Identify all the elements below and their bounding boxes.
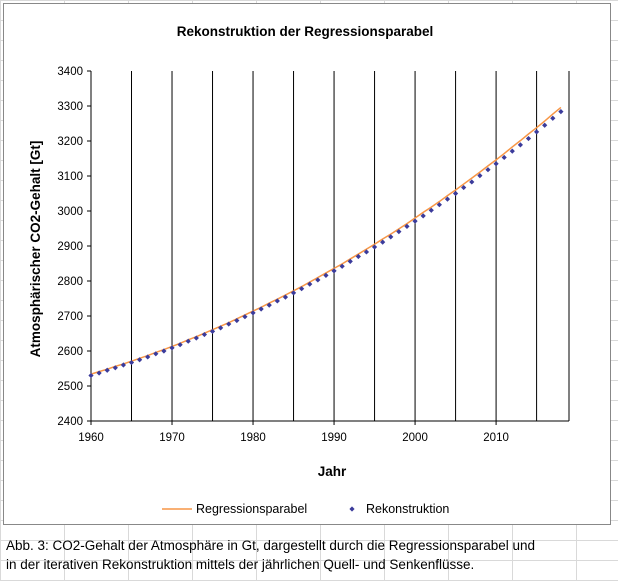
data-point-rekonstruktion: [485, 167, 491, 173]
caption-line-1: Abb. 3: CO2-Gehalt der Atmosphäre in Gt,…: [6, 538, 536, 553]
y-tick-label: 2500: [57, 381, 83, 393]
data-point-rekonstruktion: [290, 290, 297, 296]
data-point-rekonstruktion: [469, 179, 475, 185]
data-point-rekonstruktion: [169, 345, 175, 351]
caption-line-2: in der iterativen Rekonstruktion mittels…: [6, 557, 475, 572]
chart-title: Rekonstruktion der Regressionsparabel: [177, 24, 434, 39]
data-point-rekonstruktion: [517, 142, 523, 148]
data-point-rekonstruktion: [542, 122, 548, 128]
data-point-rekonstruktion: [266, 302, 272, 308]
data-point-rekonstruktion: [137, 357, 143, 363]
data-point-rekonstruktion: [396, 229, 402, 235]
data-point-rekonstruktion: [307, 281, 313, 287]
data-point-rekonstruktion: [282, 294, 289, 300]
data-point-rekonstruktion: [161, 348, 167, 354]
data-point-rekonstruktion: [250, 310, 256, 316]
data-point-rekonstruktion: [461, 184, 467, 191]
data-point-rekonstruktion: [88, 372, 94, 379]
x-tick-label: 1980: [240, 432, 266, 444]
data-point-rekonstruktion: [299, 286, 305, 292]
data-point-rekonstruktion: [371, 244, 378, 250]
x-tick-label: 2010: [483, 432, 509, 444]
data-point-rekonstruktion: [404, 223, 410, 229]
y-tick-label: 3300: [57, 101, 83, 113]
data-point-rekonstruktion: [331, 268, 337, 274]
data-point-rekonstruktion: [120, 362, 127, 368]
legend-label-regressionsparabel: Regressionsparabel: [196, 502, 307, 516]
data-point-rekonstruktion: [436, 202, 442, 208]
data-point-rekonstruktion: [258, 306, 264, 312]
data-point-rekonstruktion: [444, 196, 451, 202]
data-point-rekonstruktion: [209, 328, 216, 334]
data-series: [88, 106, 564, 379]
data-point-rekonstruktion: [412, 218, 418, 224]
data-point-rekonstruktion: [363, 249, 370, 255]
y-tick-label: 3200: [57, 136, 83, 148]
chart-svg: 2400 2500 2600 2700 2800 2900 3000 3100 3200 3300…: [28, 24, 570, 516]
x-tick-label: 1960: [78, 432, 104, 444]
x-tick-label: 1970: [159, 432, 185, 444]
data-point-rekonstruktion: [145, 354, 151, 360]
chart-area[interactable]: 2400 2500 2600 2700 2800 2900 3000 3100 3200 3300…: [3, 3, 611, 525]
data-point-rekonstruktion: [452, 190, 459, 197]
data-point-rekonstruktion: [477, 173, 483, 179]
data-point-rekonstruktion: [550, 115, 556, 121]
axes: 2400 2500 2600 2700 2800 2900 3000 3100 3200 3300…: [57, 66, 569, 444]
x-tick-label: 1990: [321, 432, 347, 444]
y-axis-label: Atmosphärischer CO2-Gehalt [Gt]: [28, 141, 43, 358]
data-point-rekonstruktion: [558, 109, 564, 115]
data-point-rekonstruktion: [218, 325, 224, 331]
data-point-rekonstruktion: [177, 342, 183, 348]
x-tick-label: 2000: [402, 432, 428, 444]
data-point-rekonstruktion: [323, 272, 329, 278]
data-point-rekonstruktion: [128, 359, 135, 366]
data-point-rekonstruktion: [185, 338, 191, 344]
data-point-rekonstruktion: [388, 234, 394, 240]
data-point-rekonstruktion: [201, 331, 208, 338]
grid-lines: [90, 71, 570, 421]
y-tick-label: 3000: [57, 206, 83, 218]
data-point-rekonstruktion: [193, 335, 199, 341]
data-point-rekonstruktion: [380, 239, 386, 245]
data-point-rekonstruktion: [315, 277, 321, 283]
y-tick-label: 3400: [57, 66, 83, 78]
y-tick-label: 2900: [57, 241, 83, 253]
legend-diamond-marker: [349, 506, 355, 512]
data-point-rekonstruktion: [274, 298, 280, 304]
data-point-rekonstruktion: [226, 321, 232, 327]
y-tick-label: 2400: [57, 416, 83, 428]
data-point-rekonstruktion: [242, 314, 248, 320]
data-point-rekonstruktion: [104, 367, 110, 373]
data-point-rekonstruktion: [234, 317, 240, 324]
data-point-rekonstruktion: [96, 370, 102, 376]
data-point-rekonstruktion: [339, 263, 345, 269]
y-tick-label: 3100: [57, 171, 83, 183]
data-point-rekonstruktion: [428, 207, 434, 213]
data-point-rekonstruktion: [525, 135, 532, 142]
figure-caption: Abb. 3: CO2-Gehalt der Atmosphäre in Gt,…: [6, 536, 610, 574]
data-point-rekonstruktion: [347, 258, 353, 264]
y-tick-label: 2800: [57, 276, 83, 288]
data-point-rekonstruktion: [112, 365, 118, 371]
legend-label-rekonstruktion: Rekonstruktion: [366, 502, 449, 516]
data-point-rekonstruktion: [533, 129, 540, 135]
legend: Regressionsparabel Rekonstruktion: [162, 502, 449, 516]
series-line-regressionsparabel: [90, 106, 562, 375]
y-tick-label: 2600: [57, 346, 83, 358]
data-point-rekonstruktion: [153, 351, 159, 357]
data-point-rekonstruktion: [355, 253, 361, 260]
data-point-rekonstruktion: [493, 161, 499, 167]
y-tick-label: 2700: [57, 311, 83, 323]
x-axis-label: Jahr: [318, 464, 347, 479]
data-point-rekonstruktion: [420, 213, 426, 219]
data-point-rekonstruktion: [501, 154, 507, 161]
data-point-rekonstruktion: [509, 148, 515, 154]
